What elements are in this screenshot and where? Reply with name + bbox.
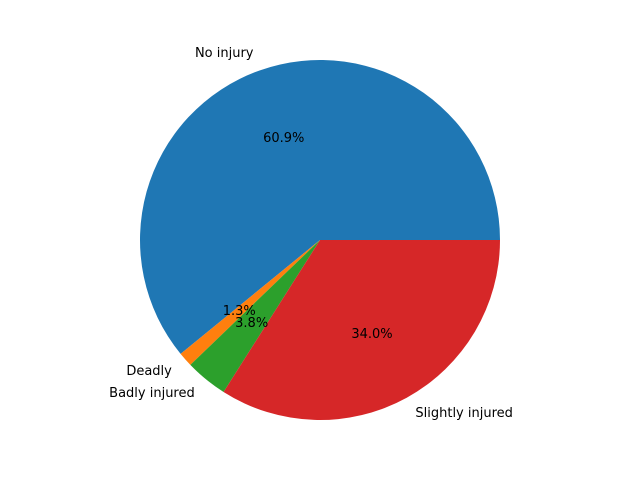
pie-slice-slightly-injured — [223, 240, 500, 421]
pct-label-slightly-injured: 34.0% — [351, 327, 392, 342]
pct-label-deadly: 1.3% — [223, 304, 256, 319]
pie-slices — [140, 60, 500, 421]
pie-slice-badly-injured — [190, 240, 320, 392]
pie-slice-no-injury — [140, 60, 500, 354]
slice-label-slightly-injured: Slightly injured — [415, 406, 513, 421]
pct-label-no-injury: 60.9% — [263, 131, 304, 146]
pie-slice-deadly — [180, 240, 320, 365]
slice-label-no-injury: No injury — [195, 46, 254, 61]
pct-label-badly-injured: 3.8% — [235, 316, 268, 331]
pie-labels: No injury 60.9% Deadly 1.3% Badly injured 3.8… — [109, 46, 513, 421]
slice-label-badly-injured: Badly injured — [109, 386, 195, 401]
slice-label-deadly: Deadly — [126, 364, 172, 379]
